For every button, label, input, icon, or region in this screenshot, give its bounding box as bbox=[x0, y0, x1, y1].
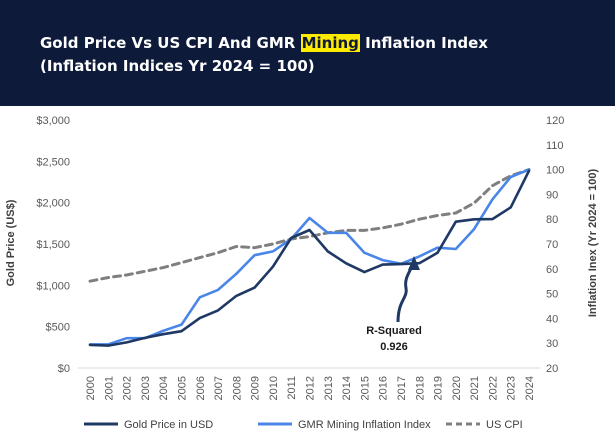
annotation-arrow bbox=[396, 261, 416, 323]
x-tick-label: 2018 bbox=[414, 376, 426, 400]
right-tick-label: 80 bbox=[546, 214, 558, 226]
right-axis-title: Inflation Inex (Yr 2024 = 100) bbox=[587, 169, 599, 318]
x-tick-label: 2023 bbox=[506, 376, 518, 400]
left-tick-label: $3,000 bbox=[36, 115, 70, 127]
series-layer bbox=[88, 168, 531, 347]
x-tick-label: 2010 bbox=[268, 376, 280, 400]
x-tick-label: 2008 bbox=[231, 376, 243, 400]
x-tick-label: 2001 bbox=[103, 376, 115, 400]
x-tick-label: 2014 bbox=[341, 376, 353, 400]
right-tick-label: 70 bbox=[546, 239, 558, 251]
x-tick-label: 2022 bbox=[487, 376, 499, 400]
x-tick-label: 2012 bbox=[305, 376, 317, 400]
x-tick-label: 2006 bbox=[195, 376, 207, 400]
right-tick-label: 30 bbox=[546, 338, 558, 350]
chart-title: Gold Price Vs US CPI And GMR Mining Infl… bbox=[40, 34, 488, 52]
right-tick-label: 120 bbox=[546, 115, 564, 127]
left-axis-title: Gold Price (US$) bbox=[5, 199, 17, 286]
x-tick-label: 2004 bbox=[158, 376, 170, 400]
chart-subtitle: (Inflation Indices Yr 2024 = 100) bbox=[40, 57, 315, 75]
left-tick-label: $0 bbox=[58, 363, 70, 375]
left-tick-label: $2,000 bbox=[36, 198, 70, 210]
series-line-gold bbox=[88, 169, 531, 347]
series-line-gmr bbox=[88, 168, 531, 346]
r-squared-label: R-Squared bbox=[366, 325, 422, 337]
x-tick-label: 2020 bbox=[451, 376, 463, 400]
title-text-end: Inflation Index bbox=[359, 34, 488, 52]
right-tick-label: 90 bbox=[546, 189, 558, 201]
left-axis-ticks: $0 $500 $1,000 $1,500 $2,000 $2,500 $3,000 bbox=[36, 115, 70, 375]
left-tick-label: $1,500 bbox=[36, 239, 70, 251]
x-tick-label: 2017 bbox=[396, 376, 408, 400]
x-tick-label: 2005 bbox=[176, 376, 188, 400]
chart-header: Gold Price Vs US CPI And GMR Mining Infl… bbox=[0, 0, 615, 106]
legend-label-gold: Gold Price in USD bbox=[124, 419, 213, 431]
left-tick-label: $2,500 bbox=[36, 156, 70, 168]
chart-legend: Gold Price in USD GMR Mining Inflation I… bbox=[84, 419, 523, 431]
legend-label-gmr: GMR Mining Inflation Index bbox=[298, 419, 431, 431]
x-tick-label: 2000 bbox=[85, 376, 97, 400]
right-tick-label: 40 bbox=[546, 313, 558, 325]
x-tick-label: 2011 bbox=[286, 376, 298, 400]
x-tick-label: 2015 bbox=[359, 376, 371, 400]
x-tick-label: 2002 bbox=[122, 376, 134, 400]
x-axis-ticks: 2000 2001 2002 2003 2004 2005 2006 2007 2008 2009… bbox=[85, 376, 536, 400]
right-tick-label: 110 bbox=[546, 140, 564, 152]
x-tick-label: 2003 bbox=[140, 376, 152, 400]
annotation-arrowhead bbox=[408, 256, 420, 270]
series-line-cpi bbox=[88, 168, 531, 283]
x-tick-label: 2021 bbox=[469, 376, 481, 400]
right-tick-label: 20 bbox=[546, 363, 558, 375]
right-tick-label: 60 bbox=[546, 264, 558, 276]
legend-label-cpi: US CPI bbox=[486, 419, 523, 431]
left-tick-label: $500 bbox=[46, 322, 70, 334]
right-tick-label: 50 bbox=[546, 289, 558, 301]
x-tick-label: 2013 bbox=[323, 376, 335, 400]
right-tick-label: 100 bbox=[546, 165, 564, 177]
x-tick-label: 2024 bbox=[524, 376, 536, 400]
r-squared-value: 0.926 bbox=[380, 341, 408, 353]
left-tick-label: $1,000 bbox=[36, 280, 70, 292]
x-tick-label: 2009 bbox=[250, 376, 262, 400]
x-tick-label: 2007 bbox=[213, 376, 225, 400]
x-tick-label: 2016 bbox=[378, 376, 390, 400]
title-highlight: Mining bbox=[300, 34, 360, 52]
title-text-start: Gold Price Vs US CPI And GMR bbox=[40, 34, 301, 52]
right-axis-ticks: 20 30 40 50 60 70 80 90 100 110 120 bbox=[546, 115, 564, 375]
x-tick-label: 2019 bbox=[433, 376, 445, 400]
